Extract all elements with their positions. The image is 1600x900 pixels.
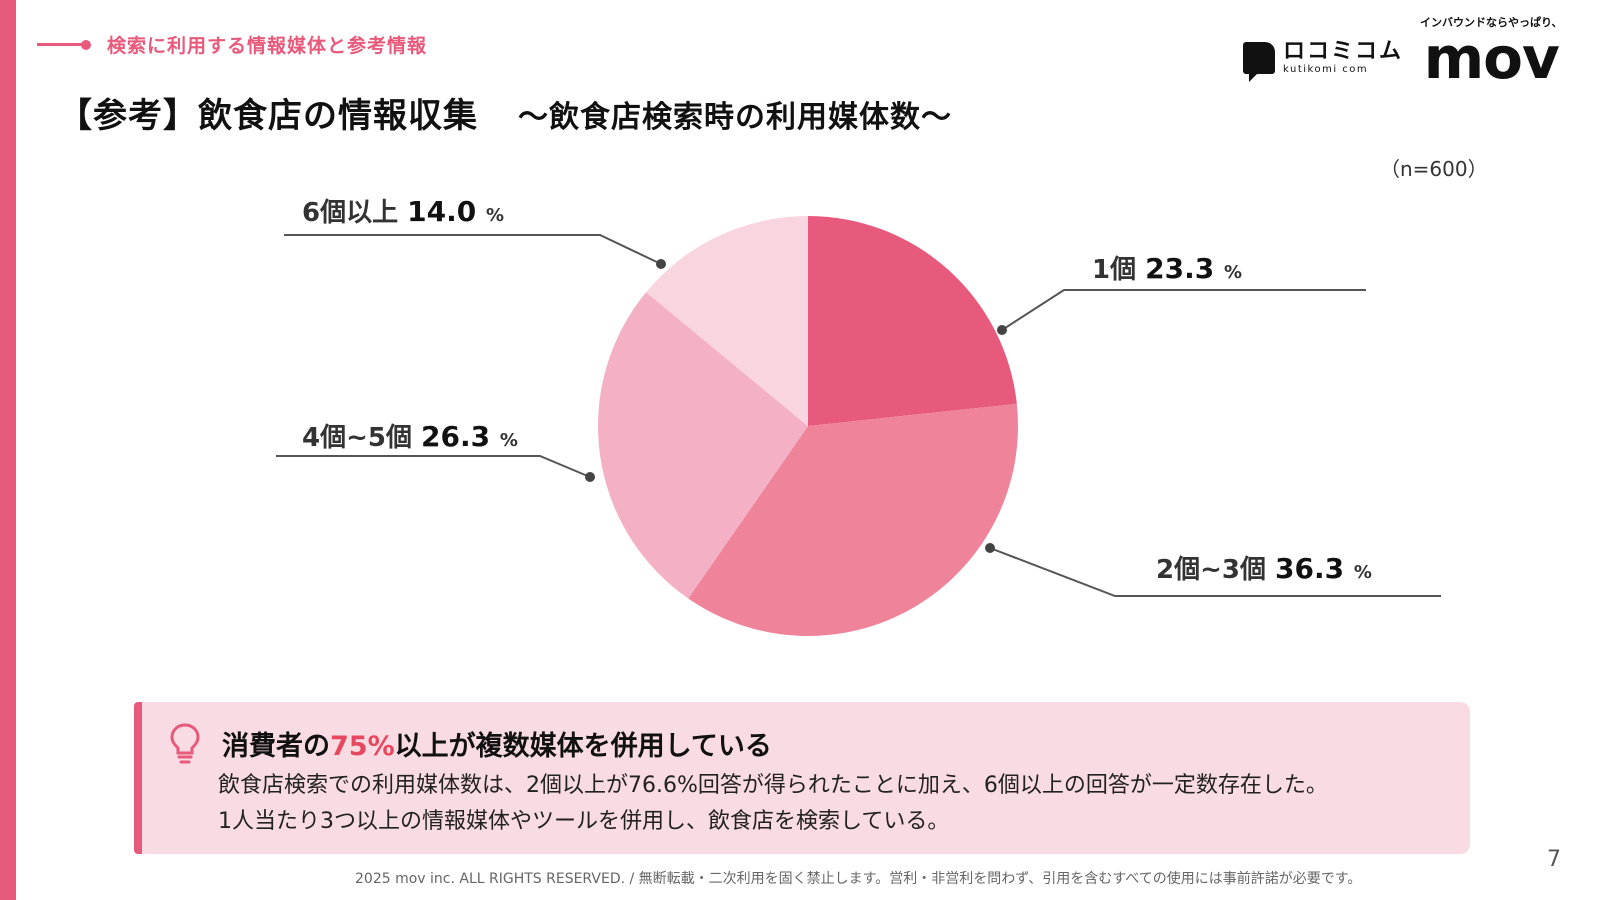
section-tag-line bbox=[37, 43, 83, 46]
slice-label-unit: % bbox=[486, 205, 504, 226]
leader-dot bbox=[997, 325, 1007, 335]
page-title-sub: 〜飲食店検索時の利用媒体数〜 bbox=[518, 100, 952, 135]
section-tag-label: 検索に利用する情報媒体と参考情報 bbox=[107, 35, 428, 57]
slice-label: 2個~3個 36.3 % bbox=[1156, 552, 1372, 585]
slice-label-category: 6個以上 bbox=[302, 198, 407, 228]
pie-slice bbox=[597, 292, 808, 599]
leader-line bbox=[276, 455, 591, 478]
leader-dot bbox=[656, 259, 666, 269]
kuchikomi-logo: ロコミコム kutikomi com bbox=[1243, 39, 1404, 82]
leader-dot bbox=[985, 543, 995, 553]
kuchikomi-logo-en: kutikomi com bbox=[1283, 64, 1369, 75]
slice-label-value: 14.0 bbox=[407, 195, 486, 228]
slice-label-value: 26.3 bbox=[421, 420, 500, 453]
mov-logo-word: mov bbox=[1423, 24, 1560, 92]
page-title: 【参考】飲食店の情報収集 〜飲食店検索時の利用媒体数〜 bbox=[58, 88, 952, 137]
callout-headline-pre: 消費者の bbox=[222, 731, 330, 762]
callout-body: 飲食店検索での利用媒体数は、2個以上が76.6%回答が得られたことに加え、6個以… bbox=[218, 768, 1328, 840]
kuchikomi-logo-jp: ロコミコム bbox=[1283, 39, 1404, 64]
slice-label-value: 36.3 bbox=[1275, 552, 1354, 585]
leader-dot bbox=[585, 472, 595, 482]
slice-label-unit: % bbox=[500, 430, 518, 451]
leader-line bbox=[1001, 289, 1366, 331]
page-title-main: 【参考】飲食店の情報収集 bbox=[58, 96, 478, 136]
accent-bar bbox=[0, 0, 16, 900]
slice-label-category: 1個 bbox=[1092, 255, 1145, 285]
slice-label: 6個以上 14.0 % bbox=[302, 195, 504, 228]
callout-headline: 消費者の75%以上が複数媒体を併用している bbox=[222, 724, 772, 763]
mov-logo-tagline: インバウンドならやっぱり、 bbox=[1420, 16, 1563, 29]
mov-logo: インバウンドならやっぱり、 mov bbox=[1420, 14, 1563, 92]
slice-label-unit: % bbox=[1224, 262, 1242, 283]
page-number: 7 bbox=[1547, 847, 1561, 872]
pie-slice bbox=[646, 216, 808, 426]
sample-size-note: （n=600） bbox=[1380, 157, 1488, 181]
slice-label-value: 23.3 bbox=[1145, 252, 1224, 285]
copyright-footer: 2025 mov inc. ALL RIGHTS RESERVED. / 無断転… bbox=[355, 871, 1362, 887]
pie-slice bbox=[808, 216, 1017, 426]
callout-body-line-2: 1人当たり3つ以上の情報媒体やツールを併用し、飲食店を検索している。 bbox=[218, 809, 950, 834]
slice-label-category: 2個~3個 bbox=[1156, 555, 1275, 585]
section-tag: 検索に利用する情報媒体と参考情報 bbox=[37, 31, 427, 58]
speech-bubble-icon bbox=[1243, 42, 1275, 82]
callout-headline-accent: 75% bbox=[330, 731, 395, 762]
pie-slice bbox=[688, 403, 1018, 637]
callout-headline-post: 以上が複数媒体を併用している bbox=[394, 731, 772, 762]
leader-line bbox=[989, 547, 1441, 597]
leader-line bbox=[284, 234, 662, 265]
slice-label: 4個~5個 26.3 % bbox=[302, 420, 518, 453]
slice-label-category: 4個~5個 bbox=[302, 423, 421, 453]
section-tag-dot bbox=[81, 39, 91, 50]
slice-label-unit: % bbox=[1354, 562, 1372, 583]
insight-callout: 消費者の75%以上が複数媒体を併用している 飲食店検索での利用媒体数は、2個以上… bbox=[134, 702, 1470, 854]
callout-body-line-1: 飲食店検索での利用媒体数は、2個以上が76.6%回答が得られたことに加え、6個以… bbox=[218, 773, 1328, 798]
lightbulb-icon bbox=[170, 723, 200, 764]
slice-label: 1個 23.3 % bbox=[1092, 252, 1242, 285]
